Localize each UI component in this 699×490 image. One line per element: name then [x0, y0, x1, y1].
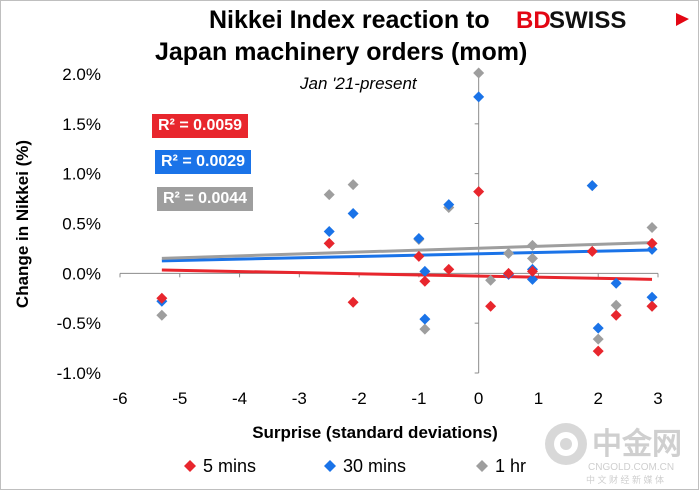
point-1-hr [526, 239, 538, 251]
watermark-text: 中金网 [592, 427, 682, 461]
point-1-hr [156, 309, 168, 321]
point-5-mins [156, 292, 168, 304]
y-tick-label: 1.5% [62, 115, 101, 134]
point-30-mins [347, 208, 359, 220]
point-30-mins [592, 322, 604, 334]
y-axis-label: Change in Nikkei (%) [13, 140, 32, 308]
legend-label-5-mins: 5 mins [203, 456, 256, 476]
point-30-mins [646, 291, 658, 303]
point-30-mins [586, 180, 598, 192]
y-tick-label: 2.0% [62, 65, 101, 84]
y-tick-label: -0.5% [57, 314, 101, 333]
data-points [156, 67, 658, 357]
logo-swiss: SWISS [549, 7, 626, 34]
point-5-mins [473, 186, 485, 198]
point-1-hr [610, 299, 622, 311]
x-tick-label: 3 [653, 389, 662, 408]
point-1-hr [646, 221, 658, 233]
trendline-5-mins [161, 268, 653, 281]
watermark-tagline: 中 文 财 经 新 媒 体 [586, 474, 664, 485]
point-1-hr [473, 67, 485, 79]
point-5-mins [503, 267, 515, 279]
point-5-mins [413, 250, 425, 262]
legend-label-1-hr: 1 hr [495, 456, 526, 476]
point-5-mins [485, 300, 497, 312]
point-5-mins [419, 275, 431, 287]
point-1-hr [323, 189, 335, 201]
point-5-mins [646, 300, 658, 312]
x-tick-label: -2 [352, 389, 367, 408]
r2-box-30-mins: R² = 0.0029 [155, 150, 252, 174]
x-axis-label: Surprise (standard deviations) [252, 423, 498, 442]
point-1-hr [485, 274, 497, 286]
logo-bd: BD [516, 7, 551, 34]
r2-box-5-mins: R² = 0.0059 [152, 114, 249, 138]
point-1-hr [419, 323, 431, 335]
point-5-mins [347, 296, 359, 308]
logo-arrow-icon [676, 13, 689, 26]
y-tick-label: 0.0% [62, 264, 101, 283]
x-tick-label: 2 [593, 389, 602, 408]
cngold-watermark: 中金网 CNGOLD.COM.CN 中 文 财 经 新 媒 体 [545, 423, 682, 485]
point-5-mins [646, 237, 658, 249]
point-30-mins [413, 232, 425, 244]
x-tick-label: -1 [411, 389, 426, 408]
chart-title-line-2: Japan machinery orders (mom) [155, 38, 528, 66]
point-1-hr [526, 252, 538, 264]
point-5-mins [443, 263, 455, 275]
point-1-hr [503, 247, 515, 259]
chart-title-line-1: Nikkei Index reaction to [209, 6, 490, 34]
point-1-hr [592, 333, 604, 345]
point-5-mins [526, 265, 538, 277]
point-30-mins [646, 243, 658, 255]
point-30-mins [443, 199, 455, 211]
chart-subtitle: Jan '21-present [300, 74, 417, 93]
point-30-mins [419, 265, 431, 277]
watermark-domain: CNGOLD.COM.CN [588, 462, 674, 473]
axes [119, 73, 659, 374]
point-30-mins [526, 273, 538, 285]
r2-box-1-hr: R² = 0.0044 [157, 187, 254, 211]
y-tick-label: 0.5% [62, 215, 101, 234]
trendline-30-mins [161, 248, 653, 263]
x-tick-label: -3 [292, 389, 307, 408]
point-30-mins [473, 91, 485, 103]
x-tick-label: -6 [112, 389, 127, 408]
point-5-mins [592, 345, 604, 357]
point-30-mins [323, 225, 335, 237]
x-tick-label: -4 [232, 389, 247, 408]
x-tick-label: 0 [474, 389, 483, 408]
point-5-mins [323, 237, 335, 249]
y-tick-label: -1.0% [57, 364, 101, 383]
point-30-mins [419, 313, 431, 325]
legend-marker-5-mins-icon [184, 460, 196, 472]
point-5-mins [586, 245, 598, 257]
tick-labels: -6 -5 -4 -3 -2 -1 0 1 2 3 2.0% 1.5% 1.0% 0.5% 0.0% -0.5… [57, 65, 663, 408]
point-1-hr [347, 179, 359, 191]
legend-marker-30-mins-icon [324, 460, 336, 472]
point-5-mins [610, 309, 622, 321]
point-30-mins [610, 277, 622, 289]
legend: 5 mins 30 mins 1 hr [184, 456, 526, 476]
x-tick-label: -5 [172, 389, 187, 408]
y-tick-label: 1.0% [62, 165, 101, 184]
x-tick-label: 1 [534, 389, 543, 408]
bdswiss-logo: BD SWISS [516, 7, 689, 34]
legend-label-30-mins: 30 mins [343, 456, 406, 476]
trendline-1-hr [161, 241, 653, 260]
legend-marker-1-hr-icon [476, 460, 488, 472]
trendlines [161, 241, 653, 281]
